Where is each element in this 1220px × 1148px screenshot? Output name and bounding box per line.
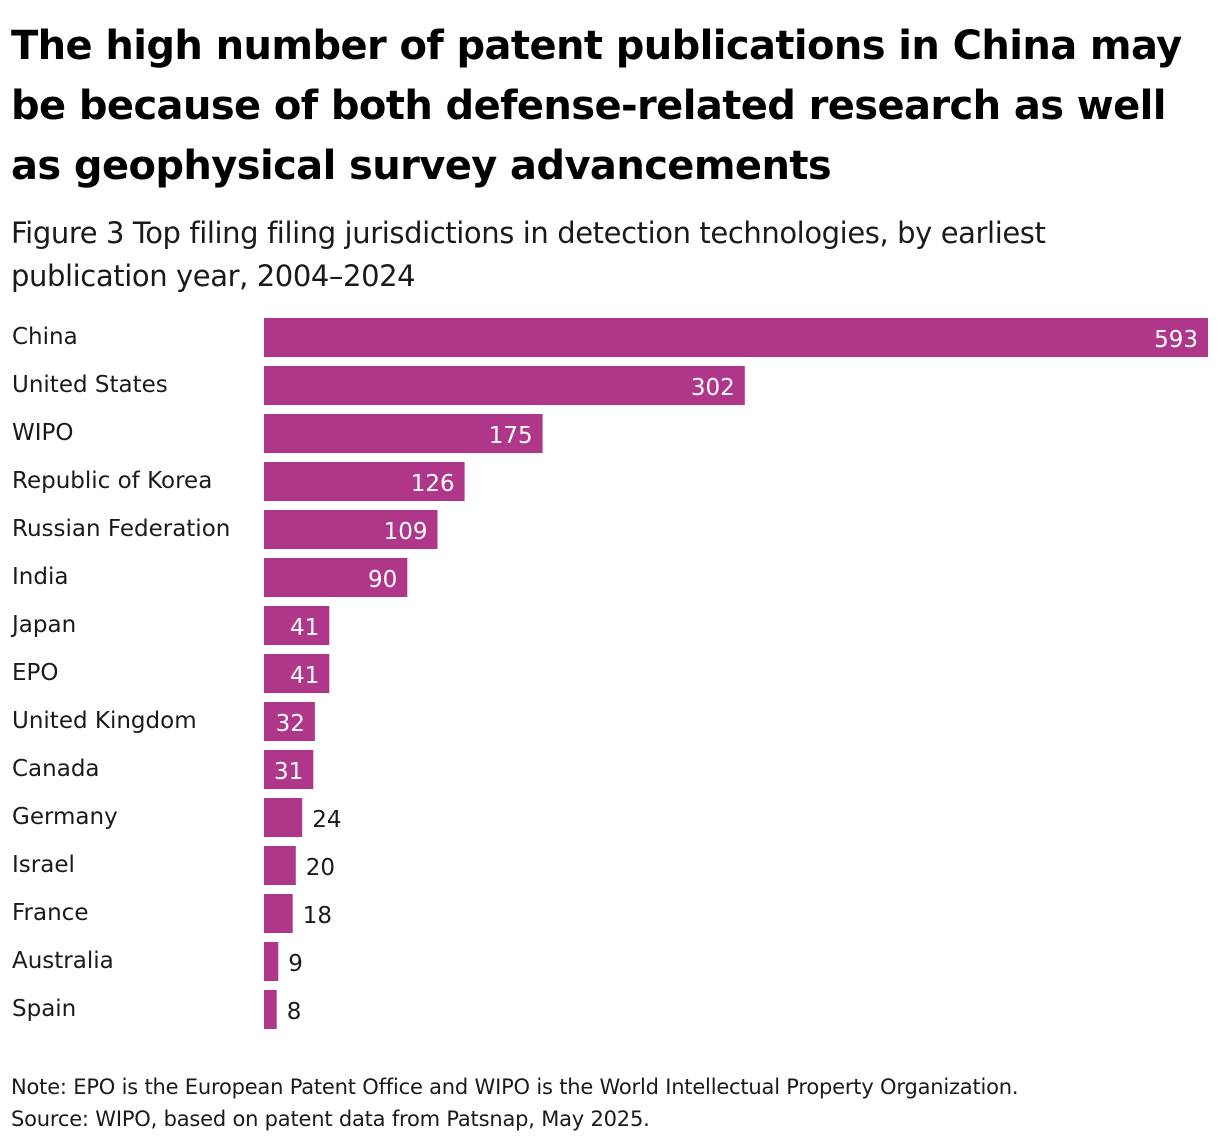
value-label-united-states: 302 [691, 375, 735, 401]
category-label-canada: Canada [12, 756, 100, 782]
category-label-spain: Spain [12, 996, 76, 1022]
value-label-united-kingdom: 32 [276, 711, 305, 737]
bar-canada [264, 750, 314, 789]
category-label-australia: Australia [12, 948, 114, 974]
bar-australia [264, 942, 279, 981]
value-label-wipo: 175 [489, 423, 533, 449]
bar-russian-federation [264, 510, 438, 549]
chart-footer: Note: EPO is the European Patent Office … [11, 1071, 1211, 1135]
category-label-china: China [12, 324, 78, 350]
chart-source: Source: WIPO, based on patent data from … [11, 1107, 650, 1131]
chart-title: The high number of patent publications i… [11, 23, 1182, 189]
chart-subtitle: Figure 3 Top filing filing jurisdictions… [11, 216, 1046, 293]
category-label-epo: EPO [12, 660, 59, 686]
value-label-india: 90 [368, 567, 397, 593]
bar-united-kingdom [264, 702, 315, 741]
category-label-france: France [12, 900, 88, 926]
value-label-japan: 41 [290, 615, 319, 641]
category-label-republic-of-korea: Republic of Korea [12, 468, 212, 494]
value-label-russian-federation: 109 [384, 519, 428, 545]
value-label-france: 18 [303, 903, 332, 929]
bar-spain [264, 990, 277, 1029]
bar-republic-of-korea [264, 462, 465, 501]
category-label-wipo: WIPO [12, 420, 74, 446]
bar-france [264, 894, 293, 933]
chart-note: Note: EPO is the European Patent Office … [11, 1075, 1019, 1099]
bar-india [264, 558, 408, 597]
bar-china [264, 318, 1208, 357]
value-label-israel: 20 [306, 855, 335, 881]
bar-japan [264, 606, 330, 645]
category-label-israel: Israel [12, 852, 75, 878]
category-label-germany: Germany [12, 804, 118, 830]
value-label-australia: 9 [288, 951, 303, 977]
category-label-russian-federation: Russian Federation [12, 516, 230, 542]
bar-germany [264, 798, 303, 837]
category-label-united-states: United States [12, 372, 168, 398]
value-label-epo: 41 [290, 663, 319, 689]
bar-united-states [264, 366, 745, 405]
bar-wipo [264, 414, 543, 453]
value-label-canada: 31 [274, 759, 303, 785]
category-label-united-kingdom: United Kingdom [12, 708, 197, 734]
value-label-spain: 8 [287, 999, 302, 1025]
value-label-china: 593 [1154, 327, 1198, 353]
value-label-republic-of-korea: 126 [411, 471, 455, 497]
value-label-germany: 24 [312, 807, 341, 833]
bar-epo [264, 654, 330, 693]
category-label-japan: Japan [10, 612, 76, 638]
category-label-india: India [12, 564, 68, 590]
bar-israel [264, 846, 296, 885]
